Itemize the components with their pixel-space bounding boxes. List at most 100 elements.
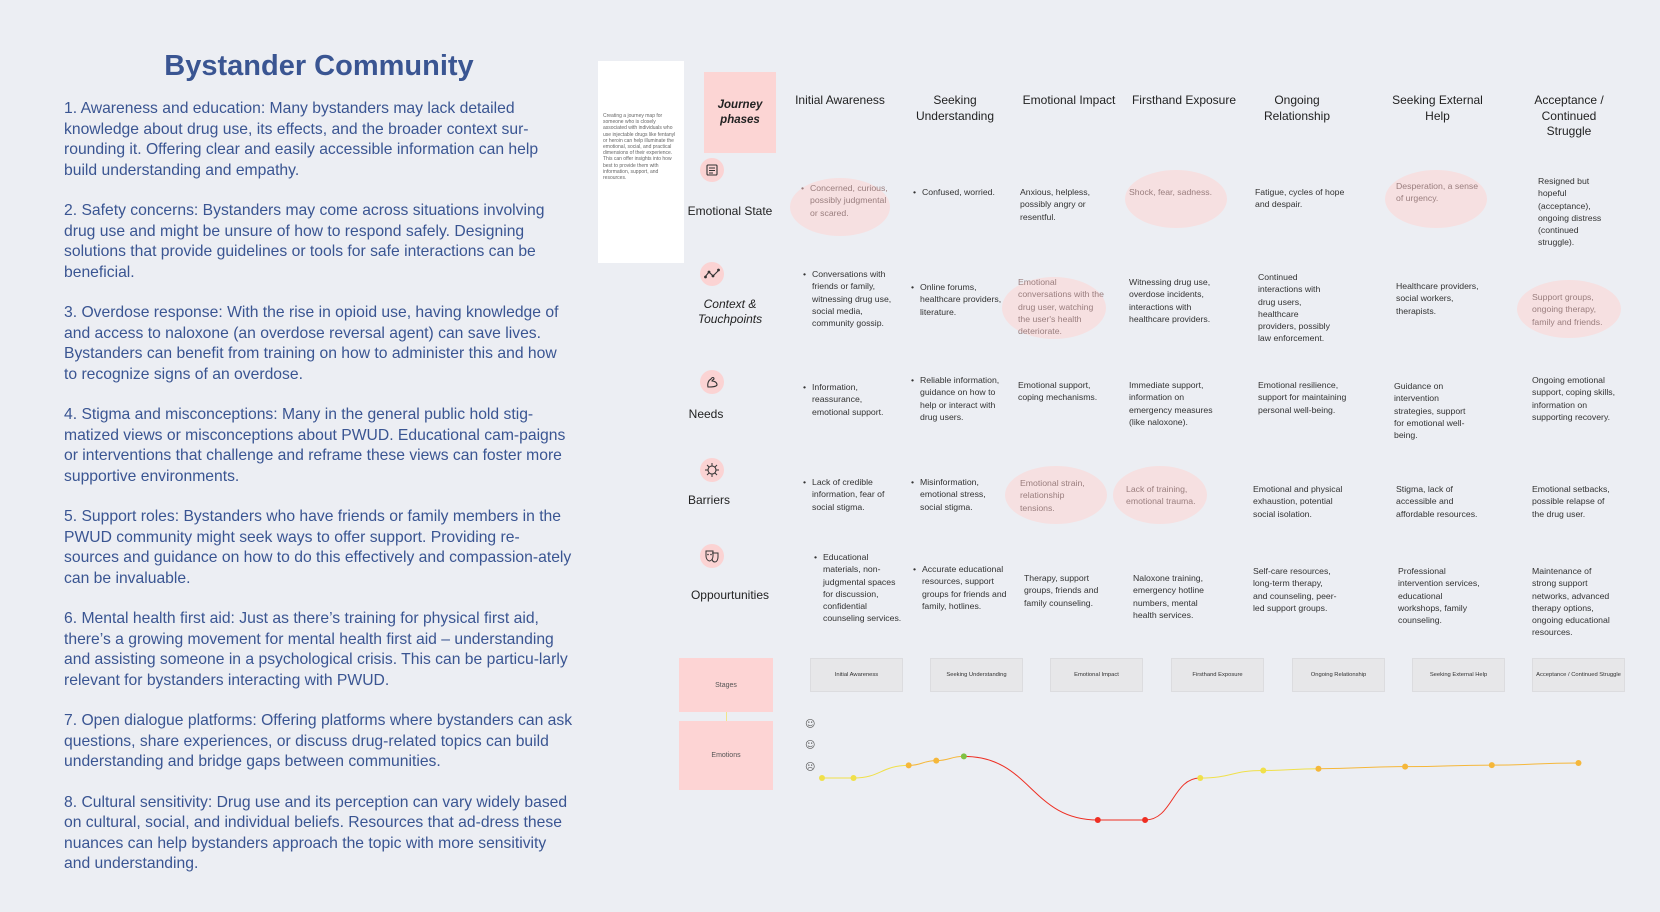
emotion-point [850, 775, 857, 781]
emotion-point [1197, 775, 1204, 781]
emotion-curve-segment [1405, 764, 1492, 768]
emotion-point [1094, 817, 1101, 823]
emotion-point [933, 757, 940, 764]
stage-box[interactable]: Seeking External Help [1412, 658, 1505, 692]
row-label-opportunities: Oppourtunities [690, 588, 770, 602]
emotion-curve-segment [1491, 762, 1579, 766]
cell-needs: Guidance on intervention strategies, sup… [1394, 381, 1466, 441]
highlight-blob [1385, 170, 1487, 228]
paragraph: 4. Stigma and misconceptions: Many in th… [64, 406, 566, 485]
phase-header: Ongoing Relationship [1263, 93, 1331, 123]
cell-touchpoints: Healthcare providers, social workers, th… [1396, 281, 1479, 316]
stage-box[interactable]: Emotional Impact [1050, 658, 1143, 692]
emotion-point [819, 775, 825, 781]
highlight-blob [1113, 466, 1207, 524]
cell-barriers: Stigma, lack of accessible and affordabl… [1396, 484, 1478, 519]
emotion-curve-segment [963, 755, 1098, 821]
connector-line [726, 712, 727, 721]
cell-barriers: Lack of credible information, fear of so… [802, 476, 898, 513]
cell-needs: Ongoing emotional support, coping skills… [1532, 375, 1616, 422]
paragraph: 5. Support roles: Bystanders who have fr… [64, 508, 572, 587]
cell-needs: Emotional resilience, support for mainta… [1258, 380, 1347, 415]
highlight-blob [1005, 466, 1107, 524]
highlight-blob [1517, 280, 1621, 338]
cell-opportunities: Educational materials, non-judgmental sp… [813, 551, 907, 625]
happy-face-icon: ☺ [805, 719, 816, 730]
phase-header: Seeking Understanding [915, 93, 995, 123]
cell-emotional-state: Desperation, a sense of urgency. [1396, 181, 1479, 204]
emotion-point [1142, 817, 1149, 823]
phase-header: Seeking External Help [1392, 93, 1483, 123]
emotion-curve-segment [908, 760, 937, 766]
emotion-curve-segment [1145, 777, 1201, 821]
cell-opportunities: Naloxone training, emergency hotline num… [1133, 573, 1204, 620]
highlight-blob [1125, 170, 1227, 228]
cell-needs: Immediate support, information on emerge… [1129, 380, 1213, 427]
sticky-note[interactable]: Creating a journey map for someone who i… [598, 61, 684, 263]
cell-barriers: Lack of training, emotional trauma. [1126, 484, 1196, 507]
emotion-curve-segment [853, 764, 909, 779]
row-label-needs: Needs [688, 407, 724, 421]
cell-touchpoints: Emotional conversations with the drug us… [1018, 277, 1104, 337]
cell-needs: Emotional support, coping mechanisms. [1018, 380, 1098, 403]
stages-label: Stages [679, 658, 773, 712]
stage-box[interactable]: Initial Awareness [810, 658, 903, 692]
cell-opportunities: Professional intervention services, educ… [1398, 566, 1480, 626]
cell-emotional-state: Fatigue, cycles of hope and despair. [1255, 187, 1345, 210]
neutral-face-icon: ☺ [805, 740, 816, 751]
stage-box[interactable]: Firsthand Exposure [1171, 658, 1264, 692]
emotion-point [905, 762, 912, 769]
virus-icon [700, 458, 724, 482]
emotions-label: Emotions [679, 721, 773, 790]
emotion-point [1260, 767, 1267, 774]
emotion-point [1488, 762, 1495, 769]
touchpoints-icon [700, 262, 724, 286]
cell-needs: Reliable information, guidance on how to… [910, 374, 1006, 423]
cell-emotional-state: Anxious, helpless, possibly angry or res… [1020, 187, 1091, 222]
highlight-blob [1002, 277, 1106, 339]
emotion-curve-segment [1318, 766, 1406, 770]
paragraph: 3. Overdose response: With the rise in o… [64, 304, 559, 383]
emotion-curve-segment [936, 755, 964, 762]
intro-panel: Bystander Community 1. Awareness and edu… [64, 50, 574, 895]
emotion-point [960, 753, 967, 760]
cell-touchpoints: Witnessing drug use, overdose incidents,… [1129, 277, 1211, 324]
row-label-emotional-state: Emotional State [687, 204, 773, 218]
phase-header: Emotional Impact [1022, 93, 1116, 107]
row-label-context-touchpoints: Context & Touchpoints [697, 297, 763, 326]
cell-touchpoints: Continued interactions with drug users, … [1258, 272, 1330, 344]
sad-face-icon: ☹ [805, 762, 816, 773]
emotion-point [1402, 763, 1409, 770]
emotion-point [1575, 760, 1582, 766]
cell-emotional-state: Confused, worried. [912, 186, 1006, 199]
cell-opportunities: Therapy, support groups, friends and fam… [1024, 573, 1099, 608]
emotion-point [1315, 765, 1322, 772]
emotion-curve-segment [1200, 770, 1264, 779]
stage-box[interactable]: Acceptance / Continued Struggle [1532, 658, 1625, 692]
phase-header: Acceptance / Continued Struggle [1534, 93, 1604, 138]
cell-barriers: Misinformation, emotional stress, social… [910, 476, 1006, 513]
cell-opportunities: Self-care resources, long-term therapy, … [1253, 566, 1337, 613]
phase-header: Firsthand Exposure [1131, 93, 1237, 107]
cell-touchpoints: Online forums, healthcare providers, lit… [910, 281, 1006, 318]
stage-box[interactable]: Ongoing Relationship [1292, 658, 1385, 692]
cell-touchpoints: Support groups, ongoing therapy, family … [1532, 292, 1603, 327]
emotion-curve-segment [1263, 768, 1319, 771]
cell-opportunities: Accurate educational resources, support … [912, 563, 1014, 612]
cell-barriers: Emotional strain, relationship tensions. [1020, 478, 1085, 513]
stage-box[interactable]: Seeking Understanding [930, 658, 1023, 692]
paragraph: 1. Awareness and education: Many bystand… [64, 100, 539, 179]
cell-barriers: Emotional setbacks, possible relapse of … [1532, 484, 1610, 519]
cell-emotional-state: Concerned, curious, possibly judgmental … [800, 182, 894, 219]
paragraph: 2. Safety concerns: Bystanders may come … [64, 202, 545, 281]
page-title: Bystander Community [164, 50, 474, 82]
paragraph: 6. Mental health first aid: Just as ther… [64, 610, 568, 689]
cell-touchpoints: Conversations with friends or family, wi… [802, 268, 898, 329]
cell-emotional-state: Shock, fear, sadness. [1129, 187, 1213, 197]
theater-masks-icon [700, 544, 724, 568]
cell-needs: Information, reassurance, emotional supp… [802, 381, 896, 418]
cell-barriers: Emotional and physical exhaustion, poten… [1253, 484, 1343, 519]
cell-opportunities: Maintenance of strong support networks, … [1532, 566, 1610, 638]
notes-icon [700, 158, 724, 182]
